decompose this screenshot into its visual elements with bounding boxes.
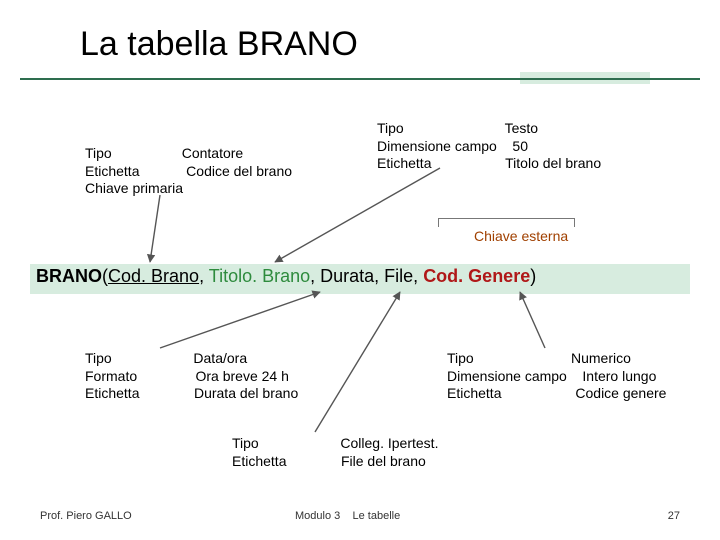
label: Tipo [85,145,112,161]
footer-page-number: 27 [668,510,680,522]
schema-mid: , Durata, File, [310,266,423,286]
schema-pk: Cod. Brano [108,266,199,286]
bracket-chiave-esterna [438,218,575,227]
label: Tipo [447,350,474,366]
value: Numerico [571,350,631,366]
label: Tipo [85,350,112,366]
slide: La tabella BRANO Tipo Contatore Etichett… [0,0,720,540]
label: Chiave primaria [85,180,183,196]
footer-module: Modulo 3 Le tabelle [295,510,400,522]
value: Data/ora [193,350,247,366]
value: Ora breve 24 h [195,368,288,384]
value: Intero lungo [582,368,656,384]
label: Formato [85,368,137,384]
label: Dimensione campo [447,368,567,384]
title-rule [20,78,700,80]
schema-comma: , [199,266,209,286]
footer-module-title: Le tabelle [353,510,401,522]
label: Etichetta [85,385,139,401]
field-box-titolobrano: Tipo Testo Dimensione campo 50 Etichetta… [370,115,684,178]
value: Codice del brano [186,163,292,179]
value: Contatore [182,145,243,161]
value: Titolo del brano [505,155,601,171]
value: Durata del brano [194,385,298,401]
field-box-codgenere: Tipo Numerico Dimensione campo Intero lu… [440,345,714,408]
label: Etichetta [447,385,501,401]
value: 50 [512,138,528,154]
schema-close-paren: ) [530,266,536,286]
field-box-file: Tipo Colleg. Ipertest. Etichetta File de… [225,430,529,475]
label: Etichetta [85,163,139,179]
schema-titolo: Titolo. Brano [209,266,310,286]
label: Dimensione campo [377,138,497,154]
label: Etichetta [377,155,431,171]
value: Testo [505,120,538,136]
slide-title: La tabella BRANO [80,25,358,64]
footer-author: Prof. Piero GALLO [40,510,132,522]
label-chiave-esterna: Chiave esterna [474,228,568,244]
schema-table-name: BRANO [36,266,102,286]
label: Etichetta [232,453,286,469]
value: Codice genere [575,385,666,401]
value: Colleg. Ipertest. [340,435,438,451]
value: File del brano [341,453,426,469]
field-box-durata: Tipo Data/ora Formato Ora breve 24 h Eti… [78,345,372,408]
footer-module-num: Modulo 3 [295,510,340,522]
label: Tipo [232,435,259,451]
schema-line: BRANO(Cod. Brano, Titolo. Brano, Durata,… [36,266,536,287]
field-box-codbrano: Tipo Contatore Etichetta Codice del bran… [78,140,307,203]
schema-fk: Cod. Genere [423,266,530,286]
label: Tipo [377,120,404,136]
